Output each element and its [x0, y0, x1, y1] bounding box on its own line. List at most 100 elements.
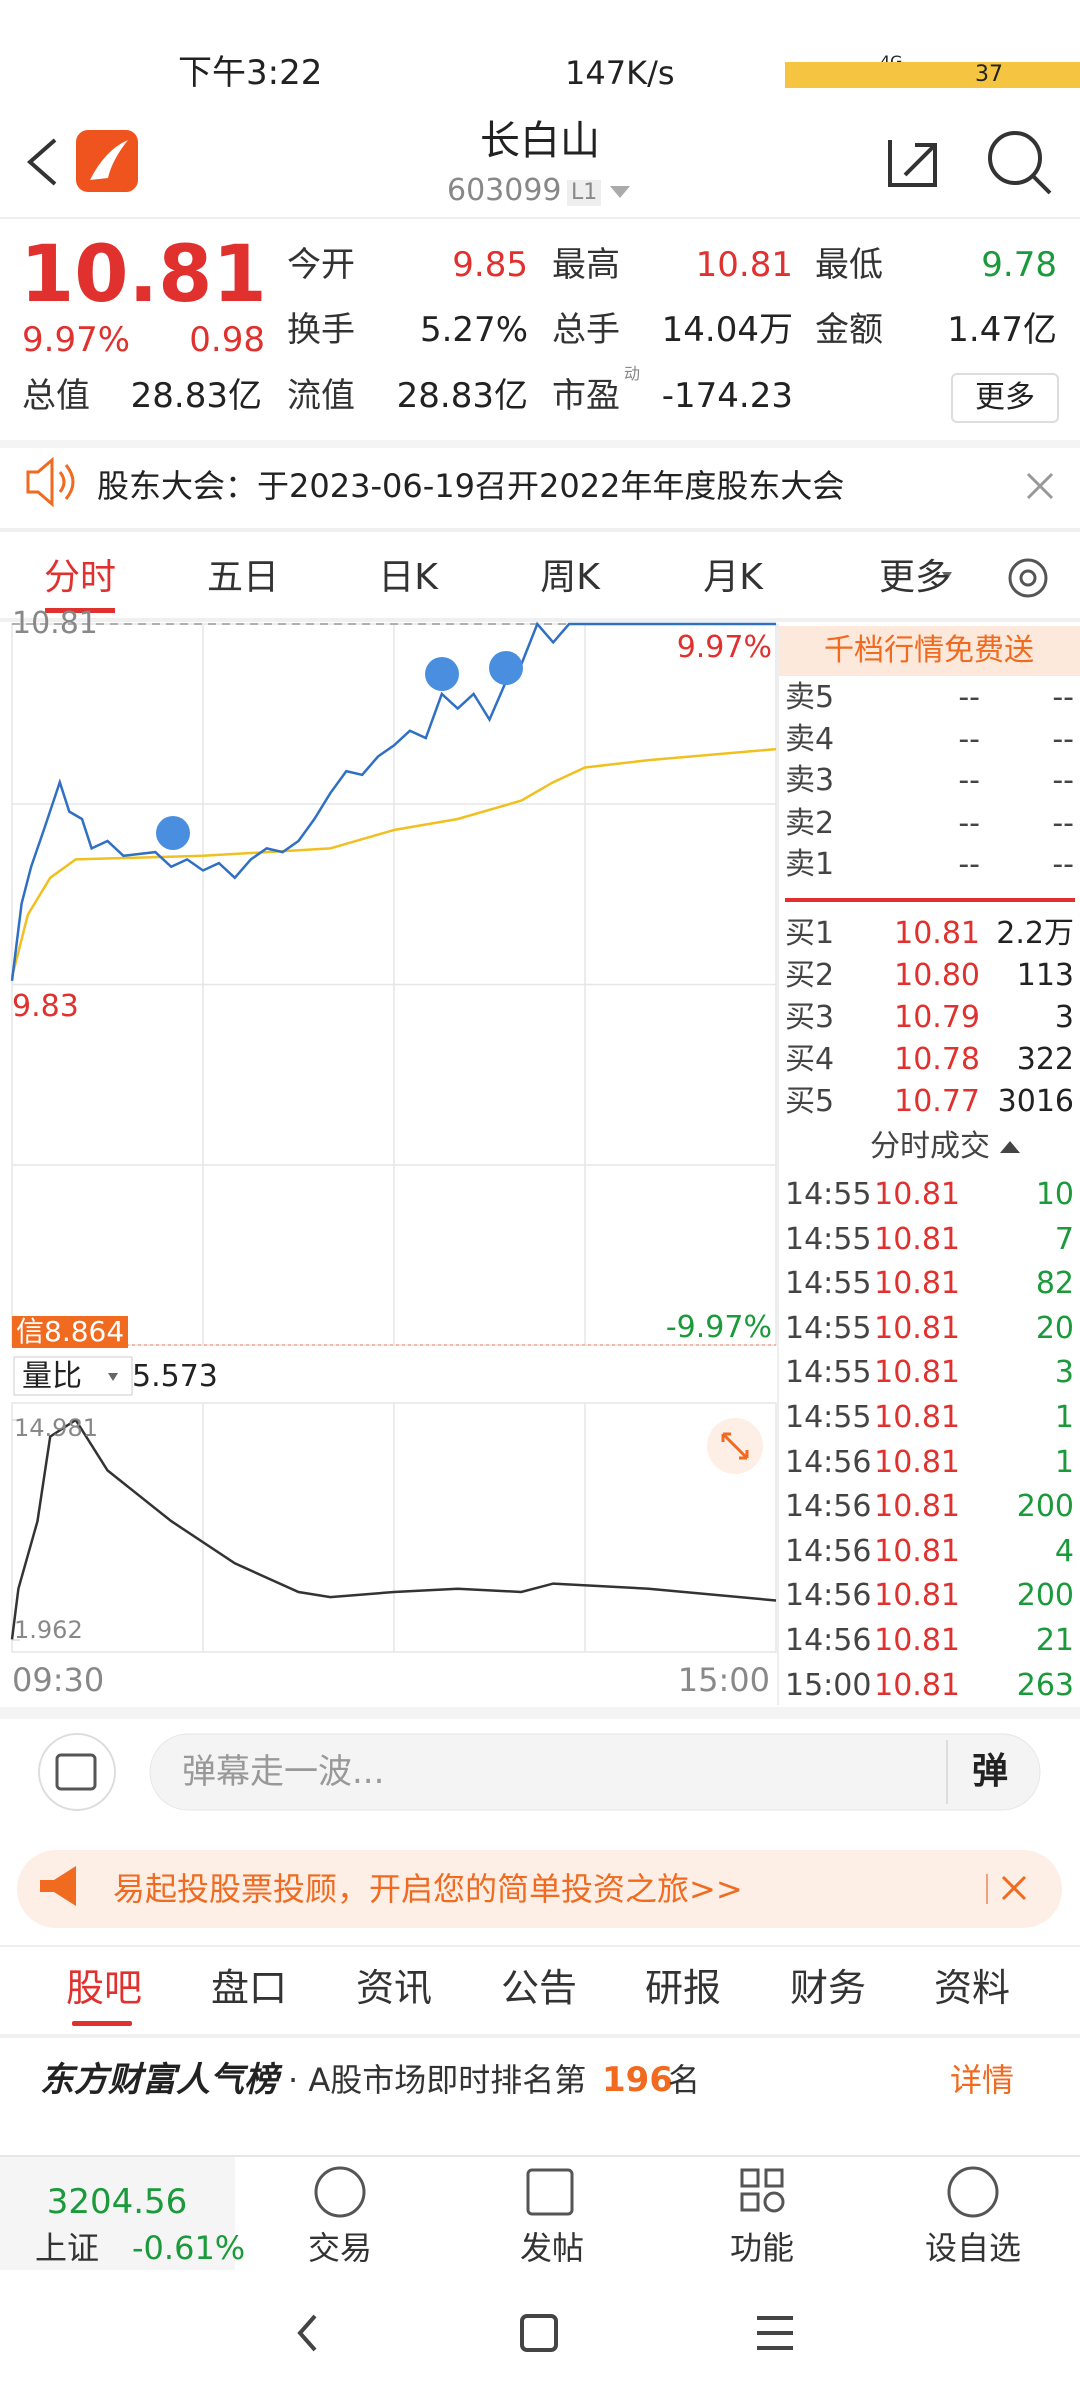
- rank-text: · A股市场即时排名第: [288, 2061, 587, 2099]
- rank-number: 196: [602, 2060, 673, 2100]
- ad-icon: [40, 1866, 76, 1906]
- divider: [0, 2155, 1080, 2157]
- logo-mark: [90, 140, 128, 180]
- bid-price: 10.81: [894, 916, 980, 951]
- field-sup: 动: [624, 364, 641, 383]
- trade-price: 10.81: [874, 1489, 960, 1525]
- free-banner[interactable]: 千档行情免费送: [824, 633, 1034, 668]
- trade-volume: 200: [1016, 1578, 1074, 1614]
- content-tab[interactable]: 资讯: [355, 1966, 432, 2010]
- content-tab[interactable]: 财务: [789, 1966, 866, 2010]
- danmaku-icon: [55, 1753, 97, 1791]
- chart-tab[interactable]: 五日: [206, 557, 279, 598]
- content-tab[interactable]: 研报: [644, 1966, 721, 2010]
- chart-tab[interactable]: 日K: [378, 557, 438, 598]
- ask-volume: --: [1052, 722, 1074, 757]
- y-tick-label: 10.81: [12, 606, 98, 641]
- field-value: 10.81: [695, 245, 793, 285]
- divider: [0, 1945, 1080, 1947]
- content-tab[interactable]: 盘口: [210, 1966, 287, 2010]
- nav-item[interactable]: 设自选: [924, 2229, 1021, 2267]
- comment-input[interactable]: [149, 1733, 1041, 1811]
- bid-volume: 3016: [997, 1084, 1074, 1119]
- settings-button[interactable]: [1008, 558, 1048, 598]
- bid-label: 买4: [785, 1042, 835, 1077]
- trade-price: 10.81: [874, 1578, 960, 1614]
- nav-item[interactable]: 交易: [307, 2229, 372, 2267]
- trade-time: 14:56: [785, 1623, 872, 1658]
- close-notice[interactable]: [1026, 472, 1054, 500]
- danmaku-button[interactable]: 弹: [971, 1751, 1008, 1792]
- chart-tab[interactable]: 分时: [43, 557, 116, 598]
- rank-brand: 东方财富人气榜: [40, 2060, 278, 2100]
- bid-label: 买3: [785, 1000, 835, 1035]
- close-ad[interactable]: [1001, 1875, 1027, 1901]
- rank-link[interactable]: 详情: [950, 2061, 1015, 2099]
- danmaku-toggle[interactable]: [38, 1733, 116, 1811]
- divider: [0, 440, 1080, 448]
- bid-price: 10.77: [894, 1084, 980, 1119]
- trade-volume: 7: [1054, 1221, 1074, 1257]
- ad-bg[interactable]: [17, 1850, 1062, 1928]
- back-button[interactable]: [26, 138, 57, 186]
- status-time: 下午3:22: [178, 53, 323, 93]
- trade-volume: 263: [1016, 1667, 1074, 1703]
- ad-text[interactable]: 易起投股票投顾，开启您的简单投资之旅>>: [113, 1870, 743, 1908]
- index-name: 上证: [35, 2229, 100, 2267]
- credit-badge: 信8.864: [12, 1316, 129, 1348]
- ask-price: --: [958, 806, 980, 841]
- search-handle: [1031, 174, 1052, 195]
- nav-item[interactable]: 发帖: [519, 2229, 584, 2267]
- chart-marks: [10, 608, 777, 1641]
- trade-price: 10.81: [874, 1667, 960, 1703]
- trade-price: 10.81: [874, 1355, 960, 1391]
- trade-volume: 1: [1054, 1400, 1074, 1435]
- index-panel[interactable]: [0, 2157, 235, 2270]
- content-tab[interactable]: 股吧: [65, 1966, 142, 2010]
- bid-label: 买1: [785, 916, 835, 951]
- comment-placeholder[interactable]: 弹幕走一波...: [182, 1752, 385, 1792]
- speaker-icon: [26, 456, 75, 508]
- share-button[interactable]: [888, 140, 937, 187]
- trade-price: 10.81: [874, 1221, 960, 1257]
- nav-item[interactable]: 功能: [729, 2229, 794, 2267]
- banner-bg[interactable]: [779, 626, 1080, 676]
- field-value: 28.83亿: [396, 376, 528, 416]
- bid-price: 10.80: [894, 958, 980, 993]
- sort-arrow: [1000, 1141, 1020, 1153]
- field-label: 总值: [22, 376, 90, 416]
- trade-time: 14:56: [785, 1533, 872, 1569]
- settings-core: [1019, 569, 1037, 587]
- rank-suffix: 名: [668, 2061, 701, 2099]
- x-tick-label: 15:00: [677, 1661, 770, 1699]
- stock-code: 603099: [447, 173, 562, 208]
- stock-name: 长白山: [480, 118, 600, 164]
- dropdown[interactable]: [610, 186, 630, 198]
- system-nav: [0, 2270, 1080, 2400]
- chart-tab[interactable]: 月K: [703, 557, 763, 598]
- dropdown: [108, 1373, 118, 1381]
- field-value: 1.47亿: [947, 310, 1057, 350]
- vol-ratio-box[interactable]: [13, 1356, 133, 1396]
- field-label: 金额: [815, 310, 883, 350]
- chart-tab[interactable]: 更多: [878, 557, 951, 598]
- y-tick-label: 9.83: [12, 988, 79, 1024]
- bid-volume: 113: [1016, 958, 1074, 993]
- more-button[interactable]: 更多: [951, 373, 1059, 423]
- trades-title: 分时成交: [870, 1129, 990, 1164]
- content-tab[interactable]: 资料: [933, 1966, 1010, 2010]
- ask-label: 卖5: [785, 680, 835, 715]
- content-tab[interactable]: 公告: [500, 1966, 577, 2010]
- trade-time: 14:55: [785, 1177, 872, 1212]
- trade-time: 14:55: [785, 1221, 872, 1257]
- ask-price: --: [958, 722, 980, 757]
- trade-time: 14:55: [785, 1355, 872, 1391]
- status-speed: 147K/s: [565, 54, 675, 92]
- field-label: 换手: [287, 310, 355, 350]
- search-button[interactable]: [988, 131, 1042, 185]
- trade-price: 10.81: [874, 1533, 960, 1569]
- chart-tab[interactable]: 周K: [540, 557, 600, 598]
- ask-label: 卖2: [785, 806, 835, 841]
- ask-price: --: [958, 847, 980, 882]
